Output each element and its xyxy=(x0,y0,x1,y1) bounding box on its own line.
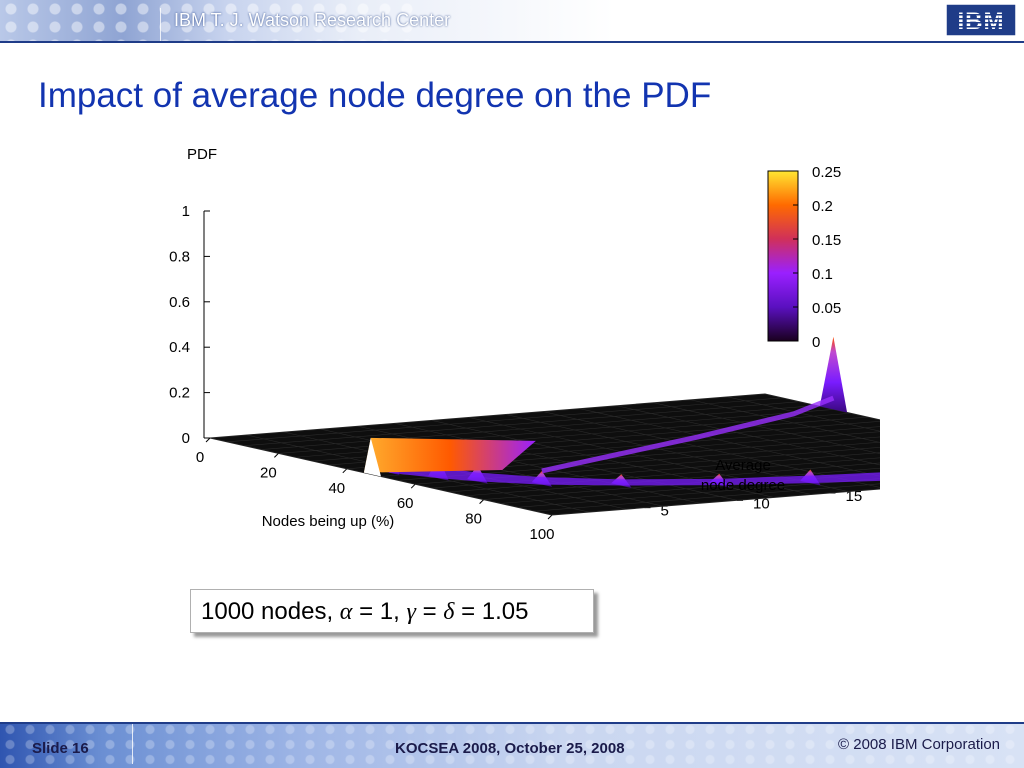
x-tick-mark xyxy=(479,499,484,504)
y-tick-label: 15 xyxy=(846,488,863,505)
surface-plane xyxy=(209,393,880,516)
z-tick-label: 0.6 xyxy=(169,294,190,311)
caption-prefix: 1000 nodes, xyxy=(201,598,340,625)
ridge-sweep xyxy=(541,395,835,474)
ridge-layer xyxy=(363,336,880,488)
z-tick-label: 1 xyxy=(182,203,190,220)
footer-pattern xyxy=(0,722,1024,768)
surface-chart: 00.20.40.60.8102040608010051015202530 00… xyxy=(169,146,880,543)
plane-grid-line xyxy=(727,396,880,432)
z-axis-label: PDF xyxy=(187,146,217,163)
colorbar-tick-label: 0.2 xyxy=(812,198,833,215)
ibm-logo: IBM xyxy=(946,4,1016,36)
front-ridge xyxy=(363,437,536,473)
colorbar-tick-label: 0.1 xyxy=(812,266,833,283)
delta-symbol: δ xyxy=(443,599,455,625)
header-divider xyxy=(160,8,161,42)
plane-grid-line xyxy=(534,483,880,512)
z-tick-label: 0.8 xyxy=(169,248,190,265)
x-tick-mark xyxy=(205,437,211,443)
z-tick-label: 0.4 xyxy=(169,339,190,356)
copyright: © 2008 IBM Corporation xyxy=(838,736,1000,753)
plane-grid-line xyxy=(616,405,880,466)
plane-grid-line xyxy=(227,397,783,443)
x-tick-label: 80 xyxy=(465,511,482,528)
x-tick-mark xyxy=(274,453,279,458)
x-tick-label: 100 xyxy=(529,526,554,543)
x-tick-mark xyxy=(547,514,553,520)
axes-layer: 00.20.40.60.8102040608010051015202530 xyxy=(169,203,863,543)
y-axis-label-line2: node degree xyxy=(701,477,785,494)
label-layer: PDF Nodes being up (%) Average node degree xyxy=(187,146,785,530)
x-axis-label: Nodes being up (%) xyxy=(262,513,395,530)
plane-grid-line xyxy=(690,399,880,443)
x-tick-mark xyxy=(342,468,348,474)
alpha-value: = 1, xyxy=(352,598,407,625)
colorbar: 0 0.05 0.1 0.15 0.2 0.25 xyxy=(767,164,841,351)
footer-divider xyxy=(132,724,133,764)
plane-grid-line xyxy=(517,478,880,508)
plane-grid-line xyxy=(261,405,817,450)
x-tick-label: 40 xyxy=(328,480,345,497)
header-rule xyxy=(0,41,1024,43)
plane-grid-line xyxy=(579,408,880,477)
parameter-caption: 1000 nodes, α = 1, γ = δ = 1.05 xyxy=(190,589,594,633)
equals-sign: = xyxy=(415,598,444,625)
colorbar-tick-label: 0.05 xyxy=(812,300,841,317)
plane-grid-line xyxy=(653,402,880,454)
header-bar: IBM T. J. Watson Research Center IBM xyxy=(0,0,1024,43)
x-tick-mark xyxy=(410,483,416,489)
plane-grid-line xyxy=(244,401,800,446)
gamma-symbol: γ xyxy=(406,599,416,625)
header-org: IBM T. J. Watson Research Center xyxy=(174,10,451,30)
y-tick-label: 5 xyxy=(661,503,669,520)
colorbar-gradient xyxy=(767,170,799,342)
plane-grid-line xyxy=(466,462,880,497)
plane-grid-line xyxy=(398,441,880,481)
y-axis-label-line1: Average xyxy=(715,457,771,474)
x-tick-label: 0 xyxy=(196,449,204,466)
y-tick-label: 10 xyxy=(753,495,770,512)
conference-label: KOCSEA 2008, October 25, 2008 xyxy=(395,740,625,757)
back-spike xyxy=(819,336,848,413)
z-tick-label: 0.2 xyxy=(169,385,190,402)
ibm-logo-text: IBM xyxy=(958,8,1005,35)
plane-grid-line xyxy=(394,423,738,501)
ridge-band xyxy=(389,455,880,486)
front-ridge-face xyxy=(363,437,381,477)
delta-value: = 1.05 xyxy=(454,598,529,625)
colorbar-tick-label: 0.15 xyxy=(812,232,841,249)
z-tick-label: 0 xyxy=(182,430,190,447)
header-pattern xyxy=(0,0,420,42)
slide-title: Impact of average node degree on the PDF xyxy=(38,76,712,115)
slide-number: Slide 16 xyxy=(32,740,89,757)
x-tick-label: 20 xyxy=(260,464,277,481)
x-tick-label: 60 xyxy=(397,495,414,512)
footer-rule xyxy=(0,722,1024,724)
colorbar-tick-label: 0 xyxy=(812,334,820,351)
alpha-symbol: α xyxy=(339,599,353,625)
colorbar-tick-label: 0.25 xyxy=(812,164,841,181)
footer-bar: Slide 16 KOCSEA 2008, October 25, 2008 ©… xyxy=(0,722,1024,768)
